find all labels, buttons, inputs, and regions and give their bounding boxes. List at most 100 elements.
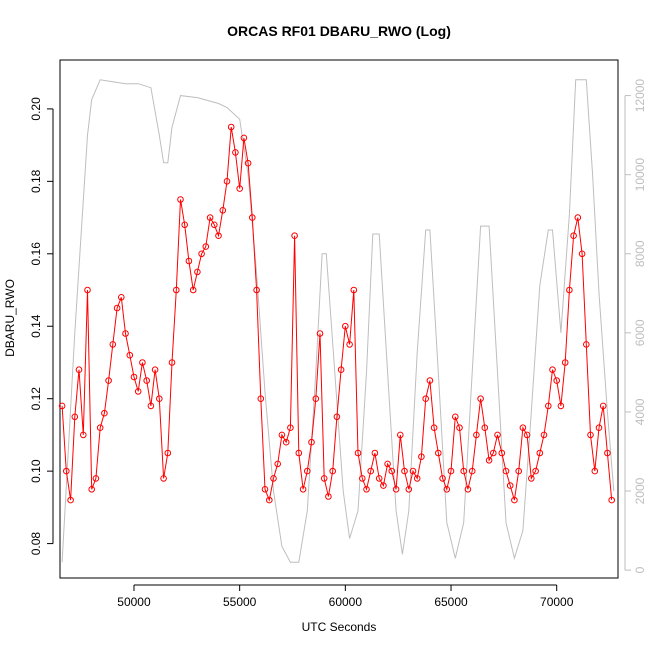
data-point [342,322,349,330]
data-point [329,467,337,475]
plot-frame [59,59,619,579]
data-point [113,304,121,312]
data-point [67,496,74,504]
data-point [574,214,582,221]
y2-tick-label: 2000 [633,477,647,504]
data-point [456,424,463,432]
data-point [608,496,616,504]
data-point [452,413,459,421]
data-point [583,341,590,348]
data-point [350,286,358,294]
data-point [295,449,303,457]
x-tick-label: 60000 [329,595,363,609]
data-point [380,482,387,489]
data-point [58,402,66,410]
data-point [413,475,421,482]
data-point [151,366,159,374]
x-tick-label: 65000 [434,595,468,609]
data-point [422,395,430,403]
secondary-series [61,79,615,563]
data-point [367,467,375,475]
data-point [168,359,176,366]
data-point [223,178,231,185]
data-point [375,475,383,482]
data-point [249,214,256,221]
data-point [536,449,544,457]
data-point [139,359,146,366]
data-point [266,496,273,504]
secondary-series-line [61,79,615,563]
data-point [494,431,501,439]
data-point [257,395,265,403]
data-point [189,286,197,294]
data-point [325,493,332,500]
data-point [549,366,556,374]
data-point [443,486,451,493]
data-point [570,232,577,239]
data-point [278,431,286,439]
data-point [194,268,201,276]
y2-tick-label: 4000 [633,398,647,425]
data-point [299,486,307,493]
data-point [232,149,239,156]
data-point [202,243,210,250]
data-point [177,196,184,203]
data-point [181,221,188,229]
data-point [532,467,539,475]
data-point [363,486,370,493]
y2-axis: 0 2000 4000 6000 8000 10000 12000 [624,79,647,573]
data-point [397,431,404,439]
data-point [511,496,518,504]
plot-box [59,59,619,579]
primary-series [58,123,616,504]
data-point [354,449,362,457]
data-point [118,294,125,301]
data-point [359,475,366,482]
data-point [591,467,599,475]
data-point [430,424,438,432]
data-point [578,250,586,258]
data-point [71,413,79,421]
data-point [561,359,569,366]
y-tick-label: 0.14 [29,314,43,338]
data-point [388,467,396,475]
y-tick-label: 0.18 [29,169,43,193]
x-axis-label: UTC Seconds [302,620,377,634]
data-point [274,460,282,468]
data-point [523,431,531,439]
data-point [244,159,252,167]
data-point [291,232,298,239]
y-tick-label: 0.20 [29,97,43,121]
data-point [333,413,341,421]
data-point [604,449,611,457]
data-point [164,449,172,457]
data-point [227,123,235,131]
chart-title: ORCAS RF01 DBARU_RWO (Log) [227,23,451,39]
data-point [460,467,468,475]
data-point [418,453,425,461]
data-point [439,475,446,482]
data-point [122,330,129,337]
data-point [270,475,277,482]
data-point [92,475,100,482]
x-axis: 50000 55000 60000 65000 70000 [117,584,574,609]
data-point [80,431,87,439]
data-point [261,486,269,493]
data-point [96,424,104,432]
data-point [130,373,138,381]
data-point [282,438,290,446]
data-point [308,438,315,446]
primary-series-line [61,126,613,502]
data-point [566,286,573,294]
x-tick-label: 50000 [117,595,151,609]
data-point [553,377,561,384]
data-point [134,388,142,395]
x-tick-label: 70000 [540,595,574,609]
y2-tick-label: 6000 [633,319,647,346]
data-point [219,207,227,214]
data-point [384,460,391,468]
x-tick-label: 55000 [223,595,257,609]
data-point [481,424,489,432]
data-point [109,341,117,348]
y-tick-label: 0.08 [29,532,43,556]
